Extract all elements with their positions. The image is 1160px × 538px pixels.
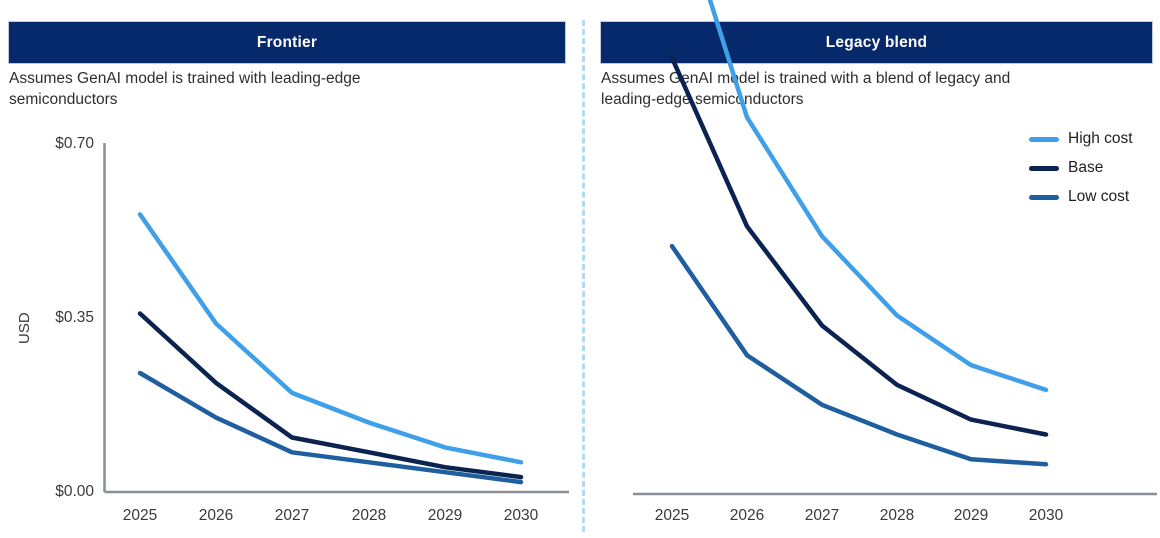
x-tick-label: 2026 [198, 507, 234, 524]
y-tick-0-00: $0.00 [55, 483, 94, 500]
legend-swatch-icon [1029, 194, 1059, 200]
series-line-high-cost [137, 212, 524, 465]
x-tick-label: 2028 [351, 507, 387, 524]
series-line-high-cost [707, 0, 1049, 393]
legend-swatch-icon [1029, 165, 1059, 171]
legend-label: Low cost [1068, 188, 1130, 205]
chart-legend: High cost Base Low cost [1029, 129, 1133, 216]
panel-legacy-subtitle: Assumes GenAI model is trained with a bl… [601, 70, 1011, 108]
x-tick-label: 2025 [654, 507, 690, 524]
x-tick-label: 2029 [953, 507, 989, 524]
series-line-base [669, 55, 1049, 437]
frontier-x-axis-ticks: 2025 2026 2027 2028 2029 2030 [103, 507, 571, 529]
x-tick-label: 2028 [879, 507, 915, 524]
series-line-low-cost [669, 243, 1049, 467]
legend-label: High cost [1068, 130, 1133, 147]
panel-frontier-subtitle: Assumes GenAI model is trained with lead… [9, 70, 361, 108]
legend-label: Base [1068, 159, 1104, 176]
panel-legacy-title: Legacy blend [825, 33, 928, 51]
frontier-line-chart [103, 143, 569, 494]
x-tick-label: 2030 [1028, 507, 1064, 524]
series-line-low-cost [137, 370, 524, 485]
x-tick-label: 2026 [729, 507, 765, 524]
x-tick-label: 2030 [503, 507, 539, 524]
panel-frontier-title: Frontier [256, 33, 318, 51]
legend-item-high-cost: High cost [1029, 129, 1133, 149]
x-tick-label: 2029 [427, 507, 463, 524]
legacy-line-chart [633, 0, 1157, 496]
legend-item-low-cost: Low cost [1029, 187, 1133, 207]
panel-divider [582, 20, 585, 532]
series-line-base [137, 311, 524, 480]
x-tick-label: 2027 [274, 507, 310, 524]
legend-swatch-icon [1029, 136, 1059, 142]
x-tick-label: 2025 [122, 507, 158, 524]
legacy-x-axis-ticks: 2025 2026 2027 2028 2029 2030 [633, 507, 1157, 529]
panel-legacy-header: Legacy blend [600, 21, 1153, 64]
y-tick-0-70: $0.70 [55, 135, 94, 152]
x-tick-label: 2027 [804, 507, 840, 524]
legend-item-base: Base [1029, 158, 1133, 178]
panel-frontier-header: Frontier [8, 21, 566, 64]
y-tick-0-35: $0.35 [55, 309, 94, 326]
